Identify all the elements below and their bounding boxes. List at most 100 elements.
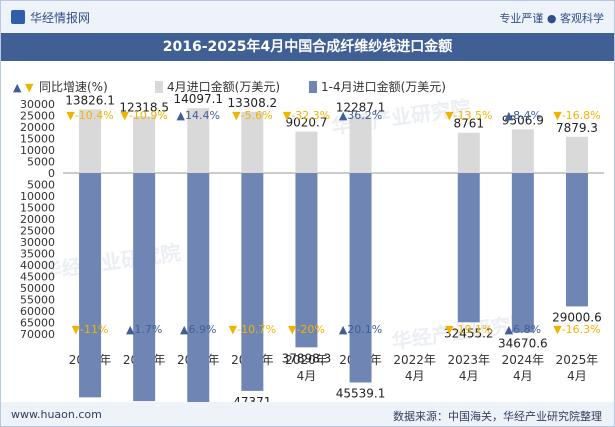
bar-jan-apr [349,173,372,383]
y-tick-label: 35000 [20,248,55,261]
x-tick-label: 2025年 [556,353,599,367]
growth-label-april: ▼-5.6% [232,109,272,122]
y-tick-label: 25000 [20,110,55,123]
bar-april [457,132,480,173]
data-label-april: 9506.9 [502,113,544,127]
bar-jan-apr [511,173,534,333]
legend-jan-apr-swatch [309,81,317,93]
bar-april [349,116,372,173]
data-label-jan-apr: 34670.6 [498,336,548,350]
y-tick-label: 30000 [20,98,55,111]
y-tick-label: 10000 [20,190,55,203]
y-tick-label: 40000 [20,259,55,272]
growth-label-april: ▼-10.4% [66,109,113,122]
growth-label-april: ▲8.4% [505,109,541,122]
y-tick-label: 45000 [20,271,55,284]
x-tick-label: 4月 [567,369,587,383]
data-label-april: 13826.1 [65,93,115,107]
legend-jan-apr-label: 1-4月进口金额(万美元) [321,79,446,94]
x-tick-label: 4月 [513,369,533,383]
legend-april-swatch [155,81,163,93]
growth-label-april: ▼-32.3% [283,109,330,122]
data-label-april: 12318.5 [119,100,169,114]
growth-label-jan-apr: ▲6.9% [180,323,216,336]
y-tick-label: 30000 [20,236,55,249]
y-tick-label: 0 [48,167,55,180]
chart-title: 2016-2025年4月中国合成纤维纱线进口金额 [1,33,614,61]
legend-down-arrow-icon: ▼ [25,81,34,94]
y-tick-label: 25000 [20,225,55,238]
growth-label-jan-apr: ▼-11% [72,323,109,336]
bar-jan-apr [565,173,588,307]
brand-name: 华经情报网 [30,11,91,25]
x-tick-label: 2020年 [285,353,328,367]
data-label-april: 7879.3 [556,121,598,135]
header-tags: 专业严谨 ● 客观科学 [499,12,604,25]
y-tick-label: 15000 [20,133,55,146]
y-tick-label: 55000 [20,294,55,307]
data-label-april: 13308.2 [228,96,278,110]
footer-source: 数据来源：中国海关，华经产业研究院整理 [393,410,602,423]
data-label-april: 9020.7 [285,116,327,130]
bar-jan-apr [295,173,318,348]
growth-label-jan-apr: ▲20.1% [339,323,382,336]
bar-april [565,136,588,173]
growth-label-jan-apr: ▼-10.7% [229,323,276,336]
bar-april [79,109,102,173]
bar-jan-apr [457,173,480,323]
y-tick-label: 15000 [20,202,55,215]
x-tick-label: 2023年 [447,353,490,367]
bar-jan-apr [187,173,210,404]
y-tick-label: 60000 [20,305,55,318]
growth-label-april: ▼-16.8% [553,109,600,122]
y-tick-label: 20000 [20,121,55,134]
growth-label-april: ▲36.2% [339,109,382,122]
bar-jan-apr [133,173,156,402]
growth-label-april: ▲14.4% [177,109,220,122]
brand[interactable]: 华经情报网 [11,9,90,26]
footer: www.huaon.com 数据来源：中国海关，华经产业研究院整理 [1,402,614,426]
data-label-jan-apr: 29000.6 [552,310,602,324]
y-tick-label: 65000 [20,317,55,330]
bar-jan-apr [241,173,264,391]
y-tick-label: 5000 [27,179,55,192]
growth-label-jan-apr: ▼-16.3% [553,323,600,336]
growth-label-jan-apr: ▼-20% [288,323,325,336]
growth-label-jan-apr: ▲6.8% [505,323,541,336]
data-label-april: 12287.1 [336,100,386,114]
y-tick-label: 5000 [27,156,55,169]
data-label-april: 14097.1 [173,92,223,106]
y-tick-label: 70000 [20,328,55,341]
bar-april [133,116,156,173]
data-label-jan-apr: 45539.1 [336,386,386,400]
growth-label-april: ▼-10.9% [120,109,167,122]
bar-april [187,108,210,173]
y-tick-label: 20000 [20,213,55,226]
top-bar: 华经情报网 专业严谨 ● 客观科学 [1,1,614,33]
legend-growth-label: 同比增速(%) [39,80,108,94]
legend-up-arrow-icon: ▲ [13,81,22,94]
x-tick-label: 4月 [297,369,317,383]
growth-label-jan-apr: ▼-19.1% [445,323,492,336]
bar-april [511,129,534,173]
legend-april-label: 4月进口金额(万美元) [167,79,280,94]
x-tick-label: 4月 [405,369,425,383]
data-label-jan-apr: 47371 [233,395,271,404]
growth-label-jan-apr: ▲1.7% [126,323,162,336]
brand-logo-icon [11,10,25,24]
bar-april [295,131,318,173]
x-tick-label: 2024年 [502,353,545,367]
x-tick-label: 2022年 [393,353,436,367]
bar-april [241,111,264,173]
x-tick-label: 4月 [459,369,479,383]
y-tick-label: 10000 [20,144,55,157]
data-label-april: 8761 [453,117,484,131]
data-label-jan-apr: 32455.2 [444,326,494,340]
growth-label-april: ▼-13.5% [445,109,492,122]
chart-svg: ▲ ▼ 同比增速(%) 4月进口金额(万美元) 1-4月进口金额(万美元)3000025… [13,79,604,404]
bar-jan-apr [79,173,102,398]
data-label-jan-apr: 37898.3 [282,351,332,365]
footer-website[interactable]: www.huaon.com [11,408,102,421]
y-tick-label: 50000 [20,282,55,295]
